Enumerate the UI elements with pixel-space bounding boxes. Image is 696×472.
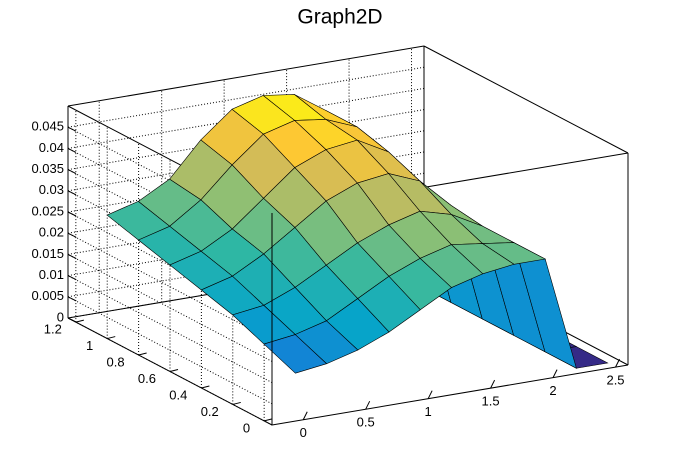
x-tick-label: 2: [549, 383, 556, 398]
x-tick: [615, 358, 620, 368]
box-edge: [271, 364, 629, 426]
z-tick-label: 0.02: [39, 225, 64, 240]
z-tick: [67, 296, 77, 302]
y-tick: [169, 369, 179, 372]
z-tick: [67, 190, 77, 196]
x-tick-label: 1: [425, 404, 432, 419]
z-tick: [67, 169, 77, 175]
surface-cell: [263, 334, 328, 374]
z-tick-label: 0.015: [31, 246, 64, 261]
z-tick: [67, 275, 77, 281]
y-tick-label: 0: [243, 420, 250, 435]
y-tick-label: 1: [86, 338, 93, 353]
z-tick: [67, 317, 77, 323]
z-tick: [67, 211, 77, 217]
x-tick: [427, 390, 433, 399]
z-tick-label: 0.035: [31, 161, 64, 176]
z-tick: [67, 126, 77, 132]
x-tick-label: 0.5: [357, 415, 375, 430]
grid-line: [67, 66, 425, 128]
y-tick: [138, 352, 147, 356]
y-tick: [232, 401, 241, 405]
y-tick: [264, 418, 273, 422]
z-tick-label: 0.045: [31, 119, 64, 134]
z-tick-label: 0.01: [39, 267, 64, 282]
z-tick: [67, 147, 77, 153]
z-tick-label: 0.03: [39, 182, 64, 197]
z-tick-label: 0.025: [31, 203, 64, 218]
y-tick-label: 1.2: [44, 322, 62, 337]
y-tick: [107, 336, 116, 340]
y-tick-label: 0.4: [169, 387, 187, 402]
z-tick-label: 0.005: [31, 288, 64, 303]
x-tick: [365, 400, 371, 410]
x-tick: [490, 379, 496, 389]
y-tick-label: 0.2: [201, 404, 219, 419]
z-tick: [67, 253, 77, 259]
chart-title: Graph2D: [297, 6, 382, 29]
y-tick-label: 0.6: [138, 371, 156, 386]
y-tick-label: 0.8: [107, 354, 125, 369]
box-edge: [67, 45, 425, 107]
z-tick-label: 0: [57, 309, 64, 324]
x-tick-label: 0: [300, 425, 307, 440]
box-edge: [423, 45, 629, 154]
x-tick-label: 2.5: [606, 373, 624, 388]
x-tick: [552, 369, 558, 378]
y-tick: [201, 385, 210, 389]
x-tick-label: 1.5: [482, 394, 500, 409]
z-tick: [67, 232, 77, 238]
z-tick-label: 0.04: [39, 140, 64, 155]
x-tick: [302, 411, 308, 420]
y-tick: [75, 319, 84, 323]
